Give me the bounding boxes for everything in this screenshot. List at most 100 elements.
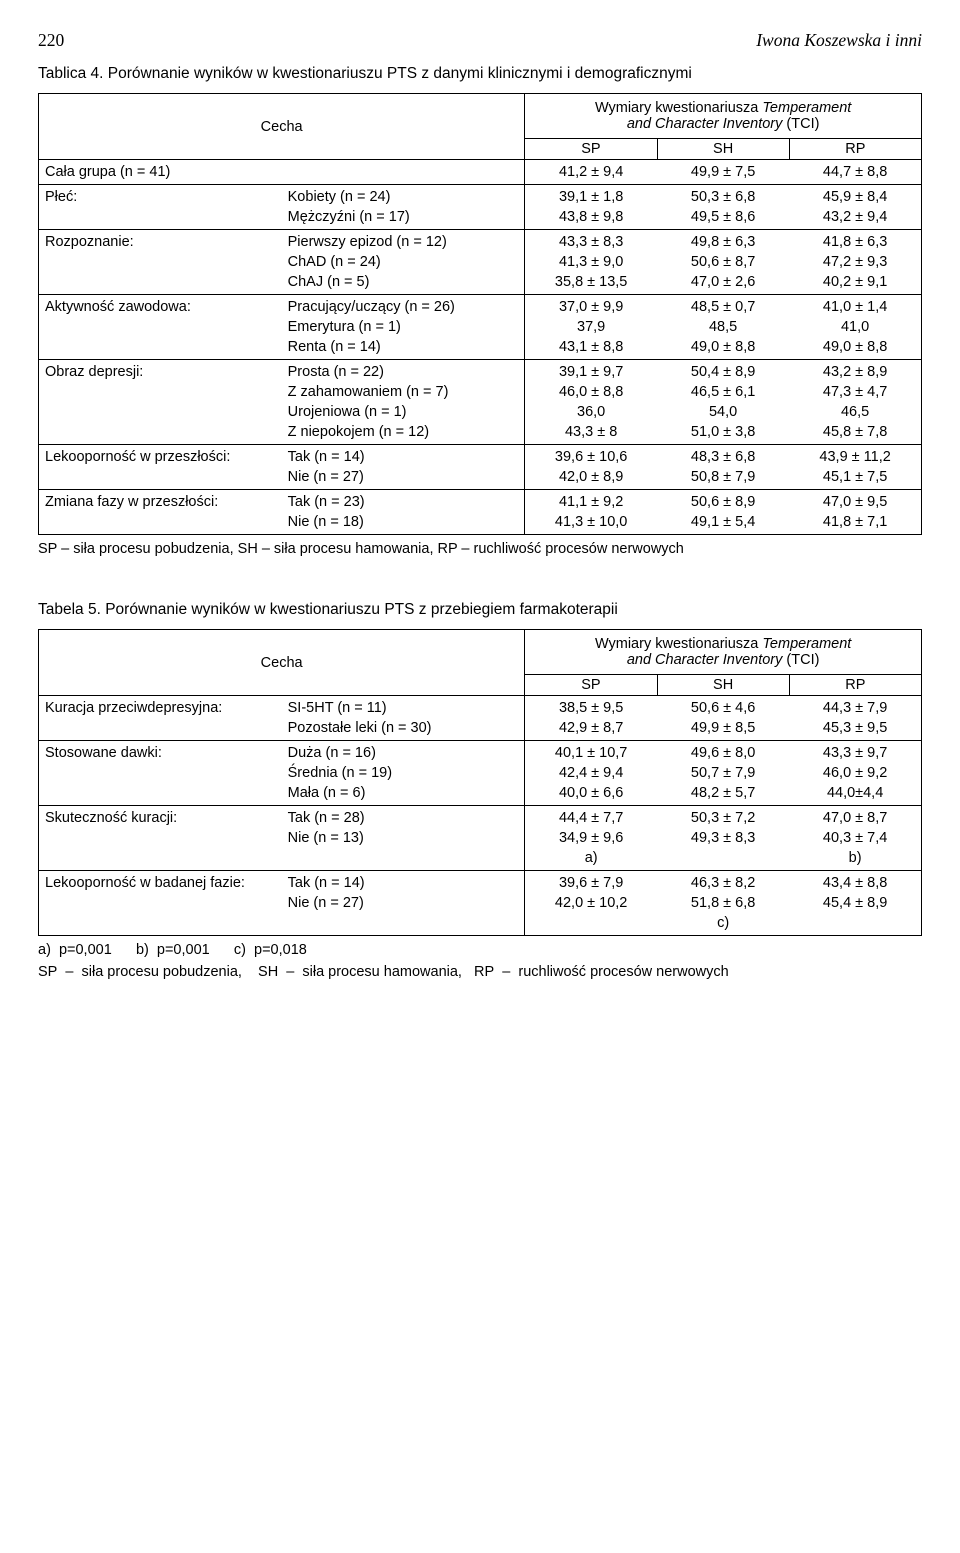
table4-row-rp: 46,5 [789,402,921,422]
table4-row-subname: Pracujący/uczący (n = 26) [282,295,525,318]
table4-row-subname: ChAJ (n = 5) [282,272,525,295]
table4-row-label: Aktywność zawodowa: [39,295,282,360]
table4-row-sp: 41,3 ± 9,0 [525,252,657,272]
table5-row-subname: Tak (n = 14) [282,871,525,894]
table5-row-sp: a) [525,848,657,871]
table4-row-sp: 37,9 [525,317,657,337]
table4-row-sh: 49,8 ± 6,3 [657,230,789,253]
table4-row-sp: 39,6 ± 10,6 [525,445,657,468]
table5-row-sp: 38,5 ± 9,5 [525,696,657,719]
table5-header-sh: SH [657,675,789,696]
table4-row-sh: 49,1 ± 5,4 [657,512,789,535]
table4-row-sh: 47,0 ± 2,6 [657,272,789,295]
table4-row-rp: 41,8 ± 6,3 [789,230,921,253]
table4-row-sh: 49,0 ± 8,8 [657,337,789,360]
table4-row-subname: Z zahamowaniem (n = 7) [282,382,525,402]
table-row: Lekooporność w badanej fazie:Tak (n = 14… [39,871,922,894]
table4-header-sp: SP [525,139,657,160]
table5-row-sh: 51,8 ± 6,8 [657,893,789,913]
table4-row-sh: 50,8 ± 7,9 [657,467,789,490]
table4-row-sh: 50,6 ± 8,7 [657,252,789,272]
table4-row-sh: 50,6 ± 8,9 [657,490,789,513]
table5-row-sp: 39,6 ± 7,9 [525,871,657,894]
table-row: Kuracja przeciwdepresyjna:SI-5HT (n = 11… [39,696,922,719]
table4-header-rp: RP [789,139,921,160]
table4-row-subname: Tak (n = 23) [282,490,525,513]
table4-row-sh: 50,4 ± 8,9 [657,360,789,383]
table5-row-subname: Pozostałe leki (n = 30) [282,718,525,741]
table4-row-sp: 39,1 ± 9,7 [525,360,657,383]
table5-row-sh: 49,9 ± 8,5 [657,718,789,741]
table4-row-sh: 48,5 ± 0,7 [657,295,789,318]
table5-row-subname: SI-5HT (n = 11) [282,696,525,719]
table5-row-sp: 42,4 ± 9,4 [525,763,657,783]
table4-row-label: Obraz depresji: [39,360,282,445]
table5-row-rp: 47,0 ± 8,7 [789,806,921,829]
table4-row-sh: 54,0 [657,402,789,422]
table5-row-sp: 40,1 ± 10,7 [525,741,657,764]
table4-row-sh: 46,5 ± 6,1 [657,382,789,402]
table5-row-rp: 44,0±4,4 [789,783,921,806]
table5-row-sh [657,848,789,871]
table-row: Obraz depresji:Prosta (n = 22)39,1 ± 9,7… [39,360,922,383]
table-row: Cała grupa (n = 41)41,2 ± 9,449,9 ± 7,54… [39,160,922,185]
table4-row-subname: Nie (n = 18) [282,512,525,535]
table5-row-rp: 40,3 ± 7,4 [789,828,921,848]
table4-row-sp: 37,0 ± 9,9 [525,295,657,318]
table4-row-label: Zmiana fazy w przeszłości: [39,490,282,535]
table-row: Zmiana fazy w przeszłości:Tak (n = 23)41… [39,490,922,513]
table4-row-subname: Kobiety (n = 24) [282,185,525,208]
table5-row-sp: 34,9 ± 9,6 [525,828,657,848]
table5-row-sp: 42,9 ± 8,7 [525,718,657,741]
table4-row-label: Cała grupa (n = 41) [39,160,282,185]
page-header: 220 Iwona Koszewska i inni [38,30,922,51]
table5-row-rp: 43,3 ± 9,7 [789,741,921,764]
table5-row-label: Lekooporność w badanej fazie: [39,871,282,936]
table4: Cecha Wymiary kwestionariusza Temperamen… [38,93,922,535]
table4-row-subname: Renta (n = 14) [282,337,525,360]
table5-row-rp: 45,3 ± 9,5 [789,718,921,741]
table4-row-sp: 43,3 ± 8,3 [525,230,657,253]
table4-row-rp: 47,2 ± 9,3 [789,252,921,272]
table5-row-subname: Duża (n = 16) [282,741,525,764]
table5-row-sp: 40,0 ± 6,6 [525,783,657,806]
table5-row-sh: 50,7 ± 7,9 [657,763,789,783]
table4-row-rp: 45,9 ± 8,4 [789,185,921,208]
table4-row-sp: 42,0 ± 8,9 [525,467,657,490]
table4-row-rp: 45,1 ± 7,5 [789,467,921,490]
table5-header-rp: RP [789,675,921,696]
table4-row-label: Płeć: [39,185,282,230]
table5-footnote-2: SP – siła procesu pobudzenia, SH – siła … [38,964,922,980]
table-row: Lekooporność w przeszłości:Tak (n = 14)3… [39,445,922,468]
table4-row-label: Rozpoznanie: [39,230,282,295]
table4-row-sh: 48,5 [657,317,789,337]
table5-row-subname: Nie (n = 13) [282,828,525,848]
table5-row-label: Skuteczność kuracji: [39,806,282,871]
table4-row-rp: 41,0 ± 1,4 [789,295,921,318]
table4-row-subname: Emerytura (n = 1) [282,317,525,337]
table5-row-subname: Tak (n = 28) [282,806,525,829]
table4-header-cecha: Cecha [39,94,525,160]
table5: Cecha Wymiary kwestionariusza Temperamen… [38,629,922,936]
table4-row-subname: ChAD (n = 24) [282,252,525,272]
table5-row-sh: 50,6 ± 4,6 [657,696,789,719]
table4-row-sp: 41,3 ± 10,0 [525,512,657,535]
table4-row-sp: 35,8 ± 13,5 [525,272,657,295]
table4-row-rp: 40,2 ± 9,1 [789,272,921,295]
table-row: Skuteczność kuracji:Tak (n = 28)44,4 ± 7… [39,806,922,829]
table4-row-sh: 48,3 ± 6,8 [657,445,789,468]
table5-row-rp: 43,4 ± 8,8 [789,871,921,894]
table5-row-subname: Średnia (n = 19) [282,763,525,783]
table5-row-subname: Nie (n = 27) [282,893,525,913]
table4-row-sp: 36,0 [525,402,657,422]
table4-row-sh: 51,0 ± 3,8 [657,422,789,445]
table4-row-sh: 50,3 ± 6,8 [657,185,789,208]
page-number: 220 [38,30,64,51]
table5-row-sh: 50,3 ± 7,2 [657,806,789,829]
table5-row-subname [282,848,525,871]
table-row: Stosowane dawki:Duża (n = 16)40,1 ± 10,7… [39,741,922,764]
table5-row-sp: 44,4 ± 7,7 [525,806,657,829]
table5-row-sp [525,913,657,936]
table4-row-subname: Tak (n = 14) [282,445,525,468]
table4-row-sp: 41,2 ± 9,4 [525,160,657,185]
